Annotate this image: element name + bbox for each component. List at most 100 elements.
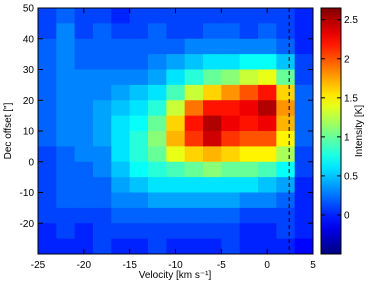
heatmap-cell: [294, 69, 313, 86]
heatmap-cell: [74, 192, 94, 209]
heatmap-cell: [276, 131, 296, 147]
heatmap-cell: [148, 238, 167, 254]
heatmap-cell: [129, 238, 149, 254]
heatmap-cell: [203, 192, 222, 209]
heatmap-cell: [74, 100, 94, 117]
heatmap-cell: [258, 8, 277, 24]
y-tick-label: -10: [20, 188, 35, 199]
x-tick-label: -15: [122, 260, 137, 271]
heatmap-cell: [129, 100, 149, 117]
heatmap-cell: [74, 38, 94, 55]
heatmap-cell: [203, 207, 222, 224]
heatmap-cell: [129, 161, 149, 178]
heatmap-cell: [221, 8, 241, 24]
colorbar-tick-label: 2: [344, 54, 350, 65]
heatmap-cell: [258, 54, 277, 70]
heatmap-cell: [93, 100, 112, 117]
heatmap-cell: [111, 8, 131, 24]
heatmap-cell: [56, 23, 76, 40]
colorbar-tick-label: 0: [344, 210, 350, 221]
heatmap-cell: [74, 84, 94, 101]
heatmap-cell: [239, 54, 259, 70]
heatmap-cell: [74, 23, 94, 40]
heatmap-cell: [258, 223, 277, 240]
heatmap-cell: [184, 146, 204, 163]
heatmap-cell: [203, 8, 222, 24]
colorbar-tick-label: 1: [344, 132, 350, 143]
heatmap-cell: [38, 69, 57, 86]
heatmap-cell: [38, 100, 57, 117]
heatmap-cell: [184, 177, 204, 193]
heatmap-cell: [294, 54, 313, 70]
heatmap-cell: [258, 100, 277, 117]
heatmap-cell: [129, 146, 149, 163]
heatmap-cell: [74, 238, 94, 254]
heatmap-cell: [203, 223, 222, 240]
heatmap-cell: [74, 177, 94, 193]
heatmap-cell: [276, 115, 296, 132]
heatmap-cell: [276, 238, 296, 254]
heatmap-cell: [38, 207, 57, 224]
heatmap-cell: [258, 161, 277, 178]
heatmap-cell: [74, 8, 94, 24]
heatmap-cell: [74, 146, 94, 163]
heatmap-cell: [111, 161, 131, 178]
heatmap-cell: [203, 131, 222, 147]
heatmap-cell: [38, 8, 57, 24]
heatmap-cell: [166, 131, 186, 147]
heatmap-cell: [56, 161, 76, 178]
heatmap-cell: [111, 115, 131, 132]
heatmap-cell: [166, 146, 186, 163]
heatmap-cell: [166, 238, 186, 254]
heatmap-cell: [221, 146, 241, 163]
x-tick-label: -5: [217, 260, 226, 271]
heatmap-cell: [258, 131, 277, 147]
heatmap-cell: [148, 23, 167, 40]
heatmap-cell: [148, 177, 167, 193]
colorbar: [320, 7, 342, 255]
heatmap-cell: [111, 177, 131, 193]
heatmap-cell: [166, 223, 186, 240]
heatmap-cell: [203, 115, 222, 132]
heatmap-cell: [203, 161, 222, 178]
heatmap-cell: [221, 238, 241, 254]
heatmap-cell: [93, 161, 112, 178]
heatmap-cell: [203, 177, 222, 193]
heatmap-cell: [258, 38, 277, 55]
heatmap-cell: [239, 223, 259, 240]
heatmap-cell: [38, 84, 57, 101]
heatmap-cell: [56, 131, 76, 147]
heatmap-cell: [184, 238, 204, 254]
heatmap-cell: [221, 84, 241, 101]
heatmap-cell: [276, 223, 296, 240]
heatmap-cell: [239, 23, 259, 40]
heatmap-cell: [184, 8, 204, 24]
heatmap-cell: [166, 207, 186, 224]
heatmap-cell: [129, 223, 149, 240]
heatmap-cell: [93, 223, 112, 240]
heatmap-cell: [258, 192, 277, 209]
heatmap-cell: [38, 23, 57, 40]
heatmap-cell: [294, 146, 313, 163]
heatmap-cell: [184, 207, 204, 224]
heatmap-cell: [56, 84, 76, 101]
x-tick-label: 5: [310, 260, 316, 271]
y-tick-label: 10: [23, 127, 35, 138]
heatmap-cell: [148, 115, 167, 132]
heatmap-cell: [184, 161, 204, 178]
heatmap-cell: [129, 207, 149, 224]
heatmap-cell: [184, 192, 204, 209]
heatmap-cell: [129, 54, 149, 70]
heatmap-cell: [221, 223, 241, 240]
heatmap-cell: [294, 100, 313, 117]
heatmap-cell: [129, 192, 149, 209]
heatmap-cell: [93, 238, 112, 254]
heatmap-cell: [56, 177, 76, 193]
heatmap-cell: [38, 115, 57, 132]
heatmap-cell: [239, 84, 259, 101]
heatmap-cell: [203, 100, 222, 117]
heatmap-cell: [38, 223, 57, 240]
heatmap-cell: [276, 54, 296, 70]
heatmap-cell: [93, 69, 112, 86]
heatmap-cell: [276, 177, 296, 193]
